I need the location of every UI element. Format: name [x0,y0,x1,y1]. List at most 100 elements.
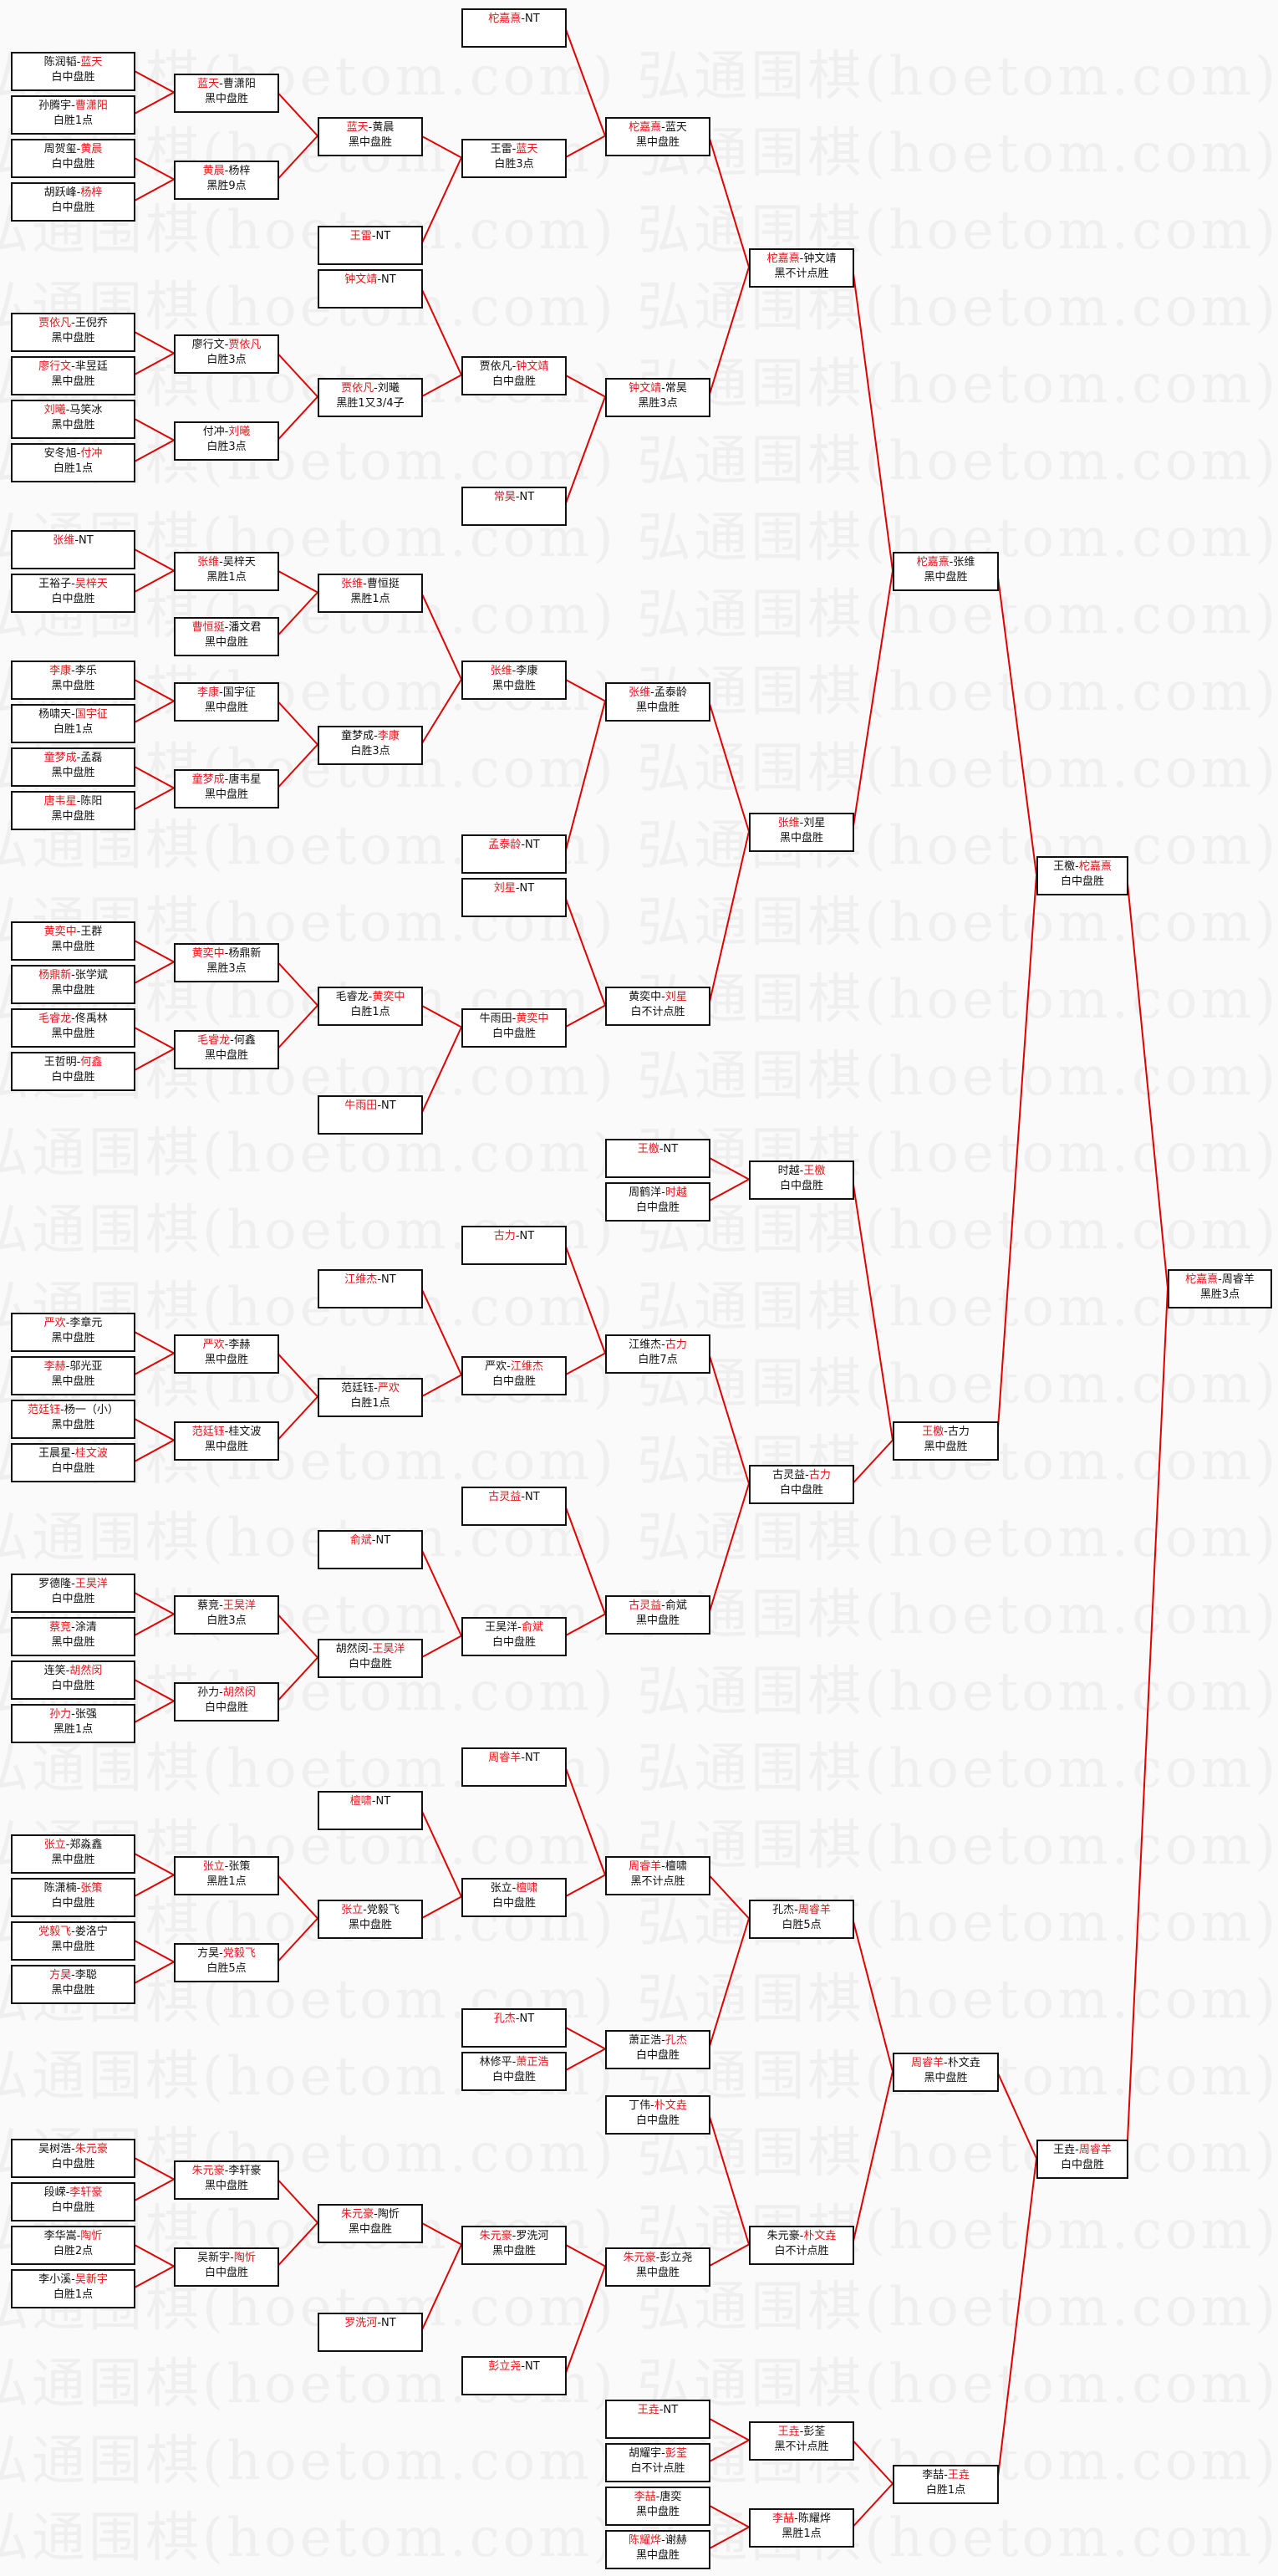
match-box: 吴新宇-陶忻 白中盘胜 [174,2247,279,2287]
match-box: 张立-党毅飞 黑中盘胜 [318,1900,423,1939]
bracket-connector-line [277,1395,318,1441]
game-result: 黑不计点胜 [774,268,829,280]
separator: - [71,969,75,982]
game-result: 白中盘胜 [51,1462,95,1475]
bye-box: 孟泰龄-NT [461,834,567,874]
bracket-connector-line [852,1439,894,1485]
matchup: 周睿羊-朴文垚 [894,2056,997,2071]
winner-name: 杨梓 [80,186,103,199]
bracket-connector-line [708,135,750,268]
matchup: 蓝天-黄晨 [319,120,421,135]
winner-name: 王昊洋 [74,1578,108,1590]
player-name: 何鑫 [233,1034,256,1047]
game-result: 黑中盘胜 [51,680,95,692]
match-box: 蓝天-曹潇阳 黑中盘胜 [174,74,279,113]
matchup: 张维-孟泰龄 [607,686,709,701]
separator: - [374,730,378,742]
player-name: 刘曦 [377,382,400,395]
winner-name: 吴新宇 [74,2273,108,2286]
game-result: 白中盘胜 [51,1680,95,1692]
bracket-connector-line [708,1918,750,2049]
bracket-connector-line [277,961,318,1007]
game-result: 黑中盘胜 [51,984,95,997]
matchup: 古力-NT [463,1229,565,1244]
match-box: 李康-国宇征 黑中盘胜 [174,682,279,722]
player-name: 刘星 [803,817,826,829]
game-result: 黑中盘胜 [51,941,95,953]
matchup: 陈耀烨-谢赫 [607,2533,709,2548]
separator: - [374,382,378,395]
separator: - [76,186,81,199]
match-box: 王雷-蓝天 白胜3点 [461,139,567,178]
player-name: 罗德隆 [38,1578,72,1590]
game-result: 白胜3点 [206,1614,247,1627]
player-name: 严欢 [485,1360,507,1373]
match-box: 段嵘-李轩豪 白中盘胜 [11,2182,135,2221]
bracket-connector-line [708,2526,750,2550]
winner-name: 贾依凡 [38,317,72,329]
player-name: 党毅飞 [366,1904,400,1916]
winner-name: 周睿羊 [911,2057,944,2069]
match-box: 牛雨田-黄奕中 白中盘胜 [461,1008,567,1048]
winner-name: 张策 [80,1882,103,1895]
separator: - [71,1578,75,1590]
bye-label: NT [663,1143,679,1155]
winner-name: 古力 [808,1469,831,1482]
winner-name: 黄奕中 [372,991,405,1003]
bracket-connector-line [420,2244,462,2332]
bye-box: 常昊-NT [461,487,567,526]
game-result: 白不计点胜 [630,1006,685,1018]
player-name: 朱元豪 [766,2230,800,2242]
player-name: 黄晨 [372,121,395,134]
separator: - [371,1795,376,1808]
player-name: 萧正浩 [629,2034,662,2047]
winner-name: 蓝天 [80,56,103,69]
game-result: 黑中盘胜 [204,93,248,105]
matchup: 常昊-NT [463,490,565,505]
match-box: 童梦成-唐韦星 黑中盘胜 [174,769,279,809]
bracket-connector-line [564,2048,606,2072]
bracket-connector-line [277,395,318,441]
game-result: 白胜1点 [53,2288,94,2301]
player-name: 张策 [228,1860,251,1873]
bracket-connector-line [564,701,606,854]
separator: - [224,621,229,634]
matchup: 张维-刘星 [751,816,853,831]
game-result: 白中盘胜 [51,1071,95,1084]
winner-name: 王垚 [637,2404,659,2416]
matchup: 古灵益-古力 [751,1468,853,1483]
match-box: 张维-刘星 黑中盘胜 [749,813,854,852]
player-name: 廖行文 [191,339,225,351]
player-name: 丁伟 [629,2099,651,2112]
matchup: 周睿羊-檀啸 [607,1859,709,1875]
winner-name: 李轩豪 [69,2186,103,2199]
matchup: 范廷钰-严欢 [319,1381,421,1396]
game-result: 黑中盘胜 [51,1984,95,1997]
bye-label: NT [525,1491,540,1503]
winner-name: 付冲 [80,447,103,460]
matchup: 范廷钰-杨一（小） [13,1403,134,1418]
match-box: 毛睿龙-黄奕中 白胜1点 [318,987,423,1026]
matchup: 安冬旭-付冲 [13,446,134,462]
match-box: 蔡竞-王昊洋 白胜3点 [174,1595,279,1635]
match-box: 毛睿龙-佟禹林 黑中盘胜 [11,1008,135,1048]
bracket-connector-line [420,1374,462,1398]
game-result: 白胜3点 [350,745,390,757]
bracket-connector-line [996,570,1037,875]
separator: - [521,13,526,25]
game-result: 白中盘胜 [348,1658,392,1671]
player-name: 吴新宇 [197,2252,231,2264]
matchup: 严欢-李赫 [176,1338,277,1353]
winner-name: 党毅飞 [222,1947,256,1960]
winner-name: 俞斌 [349,1534,372,1547]
game-result: 白中盘胜 [51,1593,95,1605]
separator: - [363,1904,367,1916]
winner-name: 周睿羊 [629,1860,662,1873]
matchup: 朱元豪-罗洗河 [463,2229,565,2244]
separator: - [219,1599,223,1612]
player-name: 吴梓天 [222,556,256,569]
match-box: 钟文靖-常昊 黑胜3点 [605,378,710,417]
winner-name: 孔杰 [664,2034,687,2047]
winner-name: 毛睿龙 [197,1034,231,1047]
match-box: 贾依凡-王倪乔 黑中盘胜 [11,313,135,352]
